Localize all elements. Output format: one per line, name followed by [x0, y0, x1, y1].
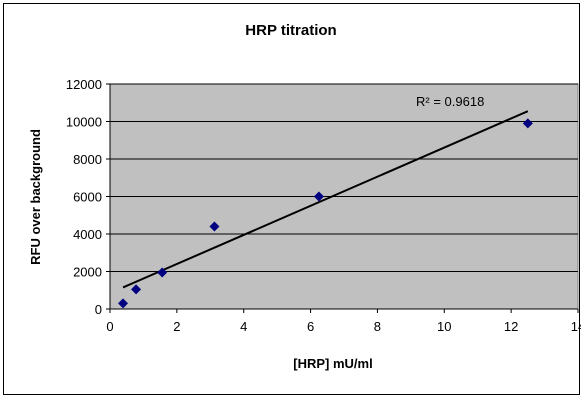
trendline: [122, 110, 529, 289]
chart-frame: HRP titration 0 2000 4000 6000 8000 10000 1200…: [3, 3, 585, 395]
axes: [106, 83, 579, 313]
x-tick-label-0: 0: [106, 319, 113, 334]
r-squared-label: R² = 0.9618: [416, 94, 484, 109]
x-tick-labels: 0 2 4 6 8 10 12 14: [106, 319, 585, 334]
y-tick-label-8000: 8000: [73, 152, 102, 167]
x-tick-label-10: 10: [437, 319, 451, 334]
y-tick-label-12000: 12000: [66, 77, 102, 92]
data-point-2: [131, 284, 142, 295]
gridlines: [110, 83, 578, 272]
data-point-1: [118, 298, 129, 309]
x-tick-label-6: 6: [307, 319, 314, 334]
y-axis-title: RFU over background: [28, 129, 43, 265]
y-tick-label-6000: 6000: [73, 190, 102, 205]
trendline-group: [122, 110, 529, 289]
data-point-3: [157, 267, 168, 278]
x-tick-label-14: 14: [571, 319, 581, 334]
x-tick-label-12: 12: [504, 319, 518, 334]
chart-title: HRP titration: [245, 22, 336, 39]
y-tick-labels: 0 2000 4000 6000 8000 10000 12000: [66, 77, 102, 317]
data-points: [118, 118, 533, 309]
data-point-4: [209, 221, 220, 232]
x-tick-label-2: 2: [173, 319, 180, 334]
y-tick-label-2000: 2000: [73, 265, 102, 280]
data-point-6: [522, 118, 533, 129]
data-point-5: [313, 191, 324, 202]
x-axis-title: [HRP] mU/ml: [293, 356, 372, 371]
y-tick-label-0: 0: [95, 302, 102, 317]
y-tick-label-4000: 4000: [73, 227, 102, 242]
x-tick-label-4: 4: [240, 319, 247, 334]
y-tick-label-10000: 10000: [66, 115, 102, 130]
chart-svg: HRP titration 02000400060008000100001200…: [28, 22, 585, 371]
x-tick-label-8: 8: [374, 319, 381, 334]
